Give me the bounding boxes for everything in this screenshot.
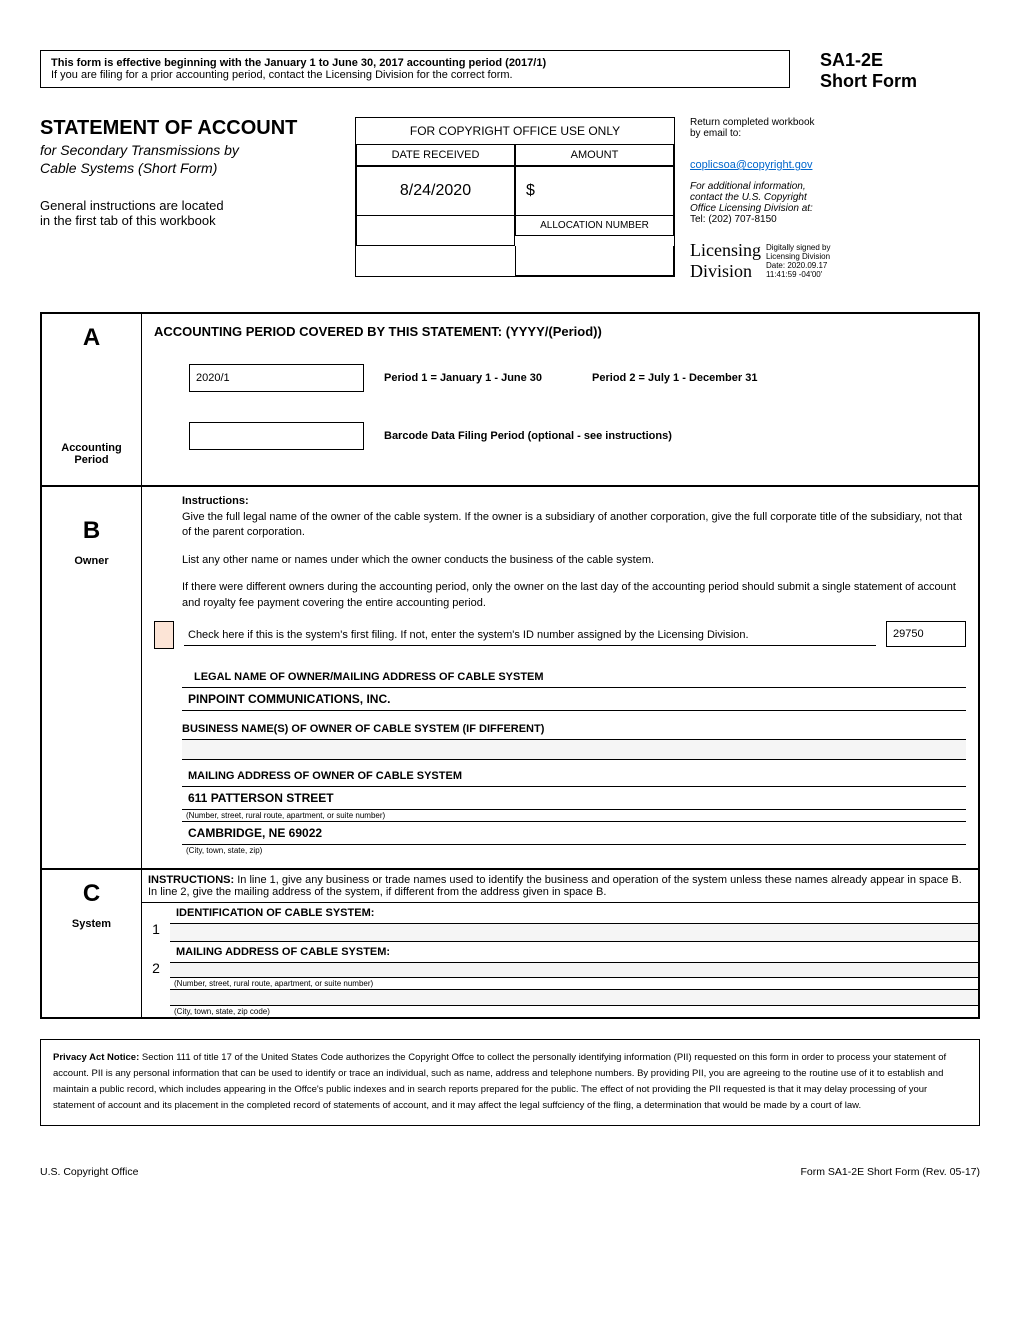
section-c: C System INSTRUCTIONS: In line 1, give a… bbox=[42, 870, 978, 1017]
instr-para-1: Give the full legal name of the owner of… bbox=[182, 510, 966, 541]
privacy-text: Privacy Act Notice: Section 111 of title… bbox=[53, 1050, 967, 1115]
row-2-num: 2 bbox=[142, 942, 170, 976]
office-use-box: FOR COPYRIGHT OFFICE USE ONLY DATE RECEI… bbox=[355, 117, 675, 277]
footer: U.S. Copyright Office Form SA1-2E Short … bbox=[40, 1166, 980, 1178]
street-hint: (Number, street, rural route, apartment,… bbox=[182, 810, 966, 822]
alloc-empty bbox=[356, 216, 515, 246]
office-header: FOR COPYRIGHT OFFICE USE ONLY bbox=[356, 118, 674, 144]
allocation-value bbox=[515, 246, 674, 276]
addl-info-1: For additional information, bbox=[690, 181, 890, 192]
section-b: B Owner Instructions: Give the full lega… bbox=[42, 487, 978, 870]
main-title: STATEMENT OF ACCOUNT bbox=[40, 117, 340, 140]
instr-para-3: If there were different owners during th… bbox=[182, 580, 966, 611]
allocation-label: ALLOCATION NUMBER bbox=[515, 216, 674, 236]
mailing-label: MAILING ADDRESS OF OWNER OF CABLE SYSTEM bbox=[182, 766, 966, 786]
section-c-name: System bbox=[52, 918, 131, 930]
section-a-name: Accounting Period bbox=[52, 442, 131, 466]
amount-label: AMOUNT bbox=[515, 144, 674, 166]
accounting-period-input[interactable] bbox=[189, 364, 364, 392]
email-link[interactable]: coplicsoa@copyright.gov bbox=[690, 159, 812, 171]
mailing-c-hint-1: (Number, street, rural route, apartment,… bbox=[170, 978, 978, 990]
addl-info-3: Office Licensing Division at: bbox=[690, 203, 890, 214]
barcode-input[interactable] bbox=[189, 422, 364, 450]
legal-name-label: LEGAL NAME OF OWNER/MAILING ADDRESS OF C… bbox=[182, 667, 966, 688]
date-received-value: 8/24/2020 bbox=[356, 166, 515, 216]
period-1-text: Period 1 = January 1 - June 30 bbox=[384, 372, 542, 384]
barcode-label: Barcode Data Filing Period (optional - s… bbox=[384, 430, 672, 442]
subtitle-1: for Secondary Transmissions by bbox=[40, 142, 340, 158]
form-code: SA1-2E bbox=[820, 50, 980, 71]
identification-value[interactable] bbox=[170, 924, 978, 942]
effective-line: This form is effective beginning with th… bbox=[51, 57, 779, 69]
section-c-instructions: INSTRUCTIONS: In line 1, give any busine… bbox=[142, 870, 978, 903]
footer-left: U.S. Copyright Office bbox=[40, 1166, 138, 1178]
period-2-text: Period 2 = July 1 - December 31 bbox=[592, 372, 757, 384]
signature-block: Licensing Division Digitally signed by L… bbox=[690, 240, 890, 282]
section-b-letter: B bbox=[52, 517, 131, 545]
sig-word-2: Division bbox=[690, 261, 761, 282]
mailing-c-label: MAILING ADDRESS OF CABLE SYSTEM: bbox=[170, 942, 978, 962]
form-type: Short Form bbox=[820, 71, 980, 92]
amount-value: $ bbox=[515, 166, 674, 216]
date-received-label: DATE RECEIVED bbox=[356, 144, 515, 166]
city-value: CAMBRIDGE, NE 69022 bbox=[182, 822, 966, 845]
section-c-letter: C bbox=[52, 880, 131, 908]
subtitle-2: Cable Systems (Short Form) bbox=[40, 160, 340, 176]
sig-small-1: Digitally signed by bbox=[766, 243, 830, 252]
business-name-label: BUSINESS NAME(S) OF OWNER OF CABLE SYSTE… bbox=[182, 719, 966, 740]
legal-name-value: PINPOINT COMMUNICATIONS, INC. bbox=[182, 688, 966, 711]
instructions-head: Instructions: bbox=[182, 495, 966, 507]
street-value: 611 PATTERSON STREET bbox=[182, 786, 966, 810]
city-hint: (City, town, state, zip) bbox=[182, 845, 966, 856]
section-a-header: ACCOUNTING PERIOD COVERED BY THIS STATEM… bbox=[154, 324, 966, 339]
sig-small-4: 11:41:59 -04'00' bbox=[766, 270, 830, 279]
mailing-c-value-1[interactable] bbox=[170, 962, 978, 978]
main-form-table: A Accounting Period ACCOUNTING PERIOD CO… bbox=[40, 312, 980, 1019]
row-1-num: 1 bbox=[142, 903, 170, 937]
identification-label: IDENTIFICATION OF CABLE SYSTEM: bbox=[170, 903, 978, 924]
section-a: A Accounting Period ACCOUNTING PERIOD CO… bbox=[42, 314, 978, 487]
title-section: STATEMENT OF ACCOUNT for Secondary Trans… bbox=[40, 117, 980, 282]
sig-word-1: Licensing bbox=[690, 240, 761, 261]
prior-line: If you are filing for a prior accounting… bbox=[51, 69, 779, 81]
instr-line-2: in the first tab of this workbook bbox=[40, 213, 340, 228]
tel: Tel: (202) 707-8150 bbox=[690, 214, 890, 225]
return-line-1: Return completed workbook bbox=[690, 117, 890, 128]
section-b-name: Owner bbox=[52, 555, 131, 567]
section-a-letter: A bbox=[52, 324, 131, 352]
sig-small-2: Licensing Division bbox=[766, 252, 830, 261]
return-line-2: by email to: bbox=[690, 128, 890, 139]
business-name-value[interactable] bbox=[182, 740, 966, 760]
mailing-c-value-2[interactable] bbox=[170, 990, 978, 1006]
footer-right: Form SA1-2E Short Form (Rev. 05-17) bbox=[800, 1166, 980, 1178]
effective-notice-box: This form is effective beginning with th… bbox=[40, 50, 790, 88]
mailing-c-hint-2: (City, town, state, zip code) bbox=[170, 1006, 978, 1017]
sig-small-3: Date: 2020.09.17 bbox=[766, 261, 830, 270]
check-text: Check here if this is the system's first… bbox=[184, 621, 876, 646]
instr-line-1: General instructions are located bbox=[40, 198, 340, 213]
addl-info-2: contact the U.S. Copyright bbox=[690, 192, 890, 203]
privacy-notice-box: Privacy Act Notice: Section 111 of title… bbox=[40, 1039, 980, 1126]
header-row: This form is effective beginning with th… bbox=[40, 50, 980, 92]
form-code-block: SA1-2E Short Form bbox=[820, 50, 980, 92]
first-filing-checkbox[interactable] bbox=[154, 621, 174, 649]
id-number[interactable]: 29750 bbox=[886, 621, 966, 647]
instr-para-2: List any other name or names under which… bbox=[182, 553, 966, 568]
